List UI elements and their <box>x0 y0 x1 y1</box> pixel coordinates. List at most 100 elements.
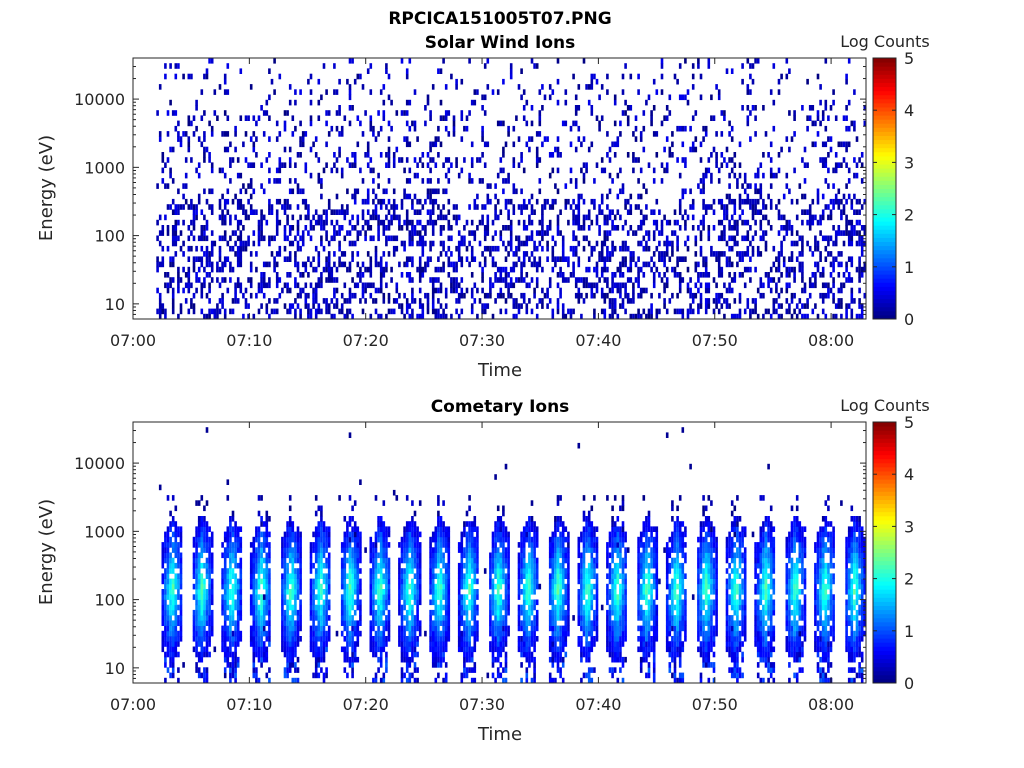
heatmap-cell <box>671 230 674 236</box>
heatmap-cell <box>699 188 703 195</box>
heatmap-cell <box>847 193 851 200</box>
heatmap-cell <box>330 235 334 242</box>
heatmap-cell <box>577 209 581 215</box>
heatmap-cell <box>223 620 227 626</box>
heatmap-cell <box>619 214 622 221</box>
heatmap-cell <box>317 78 321 85</box>
heatmap-cell <box>351 162 354 168</box>
heatmap-cell <box>343 583 347 590</box>
heatmap-cell <box>853 125 856 132</box>
heatmap-cell <box>288 495 292 501</box>
heatmap-cell <box>801 209 804 215</box>
heatmap-cell <box>372 641 375 647</box>
heatmap-cell <box>629 209 633 215</box>
heatmap-cell <box>179 599 183 606</box>
heatmap-cell <box>483 256 487 262</box>
heatmap-cell <box>205 630 209 637</box>
heatmap-cell <box>372 167 375 174</box>
heatmap-cell <box>265 599 269 606</box>
heatmap-cell <box>275 308 279 315</box>
heatmap-cell <box>507 272 510 278</box>
heatmap-cell <box>382 641 386 647</box>
heatmap-cell <box>317 178 321 184</box>
heatmap-cell <box>598 204 601 210</box>
heatmap-cell <box>221 625 224 632</box>
heatmap-cell <box>429 193 432 200</box>
heatmap-cell <box>785 266 789 273</box>
heatmap-cell <box>294 99 297 106</box>
heatmap-cell <box>574 251 578 257</box>
heatmap-cell <box>161 578 165 585</box>
heatmap-cell <box>226 656 230 663</box>
heatmap-cell <box>660 178 664 184</box>
heatmap-cell <box>260 531 263 538</box>
heatmap-cell <box>621 188 625 195</box>
heatmap-cell <box>203 188 206 195</box>
heatmap-cell <box>746 58 750 64</box>
heatmap-cell <box>317 282 321 289</box>
heatmap-cell <box>161 157 165 163</box>
heatmap-cell <box>728 225 731 231</box>
heatmap-cell <box>234 146 237 153</box>
heatmap-cell <box>780 146 783 153</box>
heatmap-cell <box>860 204 864 210</box>
heatmap-cell <box>257 604 261 611</box>
heatmap-cell <box>782 256 786 262</box>
heatmap-cell <box>450 225 453 231</box>
heatmap-cell <box>314 662 318 668</box>
heatmap-cell <box>478 298 482 304</box>
heatmap-cell <box>236 578 240 585</box>
heatmap-cell <box>353 542 357 548</box>
heatmap-cell <box>200 615 204 621</box>
heatmap-cell <box>530 120 534 127</box>
heatmap-cell <box>223 89 227 95</box>
heatmap-cell <box>309 589 313 595</box>
heatmap-cell <box>377 110 380 116</box>
heatmap-cell <box>639 136 643 142</box>
heatmap-cell <box>845 183 848 189</box>
heatmap-cell <box>561 277 565 283</box>
heatmap-cell <box>522 240 526 247</box>
heatmap-cell <box>455 78 458 85</box>
heatmap-cell <box>353 609 357 616</box>
heatmap-cell <box>377 225 380 231</box>
heatmap-cell <box>330 266 334 273</box>
x-tick-label: 07:10 <box>226 331 272 350</box>
heatmap-cell <box>288 188 292 195</box>
heatmap-cell <box>369 89 373 95</box>
heatmap-cell <box>387 630 391 637</box>
heatmap-cell <box>312 225 315 231</box>
heatmap-cell <box>229 677 232 684</box>
heatmap-cell <box>842 209 846 215</box>
colorbar-swatch <box>873 106 896 112</box>
heatmap-cell <box>239 599 243 606</box>
heatmap-cell <box>184 131 188 137</box>
heatmap-cell <box>530 58 534 64</box>
heatmap-cell <box>226 589 230 595</box>
heatmap-cell <box>322 536 326 543</box>
heatmap-cell <box>710 172 713 179</box>
heatmap-cell <box>426 219 430 226</box>
heatmap-cell <box>166 557 170 564</box>
heatmap-cell <box>777 230 781 236</box>
heatmap-cell <box>730 167 734 174</box>
heatmap-cell <box>348 594 352 600</box>
heatmap-cell <box>327 110 331 116</box>
heatmap-cell <box>749 313 752 320</box>
heatmap-cell <box>203 251 206 257</box>
heatmap-cell <box>249 573 253 579</box>
heatmap-cell <box>512 282 516 289</box>
heatmap-cell <box>169 557 172 564</box>
heatmap-cell <box>400 308 404 315</box>
heatmap-cell <box>663 251 666 257</box>
heatmap-cell <box>600 84 604 90</box>
heatmap-cell <box>205 146 209 153</box>
heatmap-cell <box>385 261 388 268</box>
heatmap-cell <box>499 230 503 236</box>
heatmap-cell <box>164 313 167 320</box>
heatmap-cell <box>234 526 237 532</box>
heatmap-cell <box>387 620 391 626</box>
heatmap-cell <box>166 636 170 642</box>
heatmap-cell <box>840 141 843 148</box>
heatmap-cell <box>197 500 201 506</box>
